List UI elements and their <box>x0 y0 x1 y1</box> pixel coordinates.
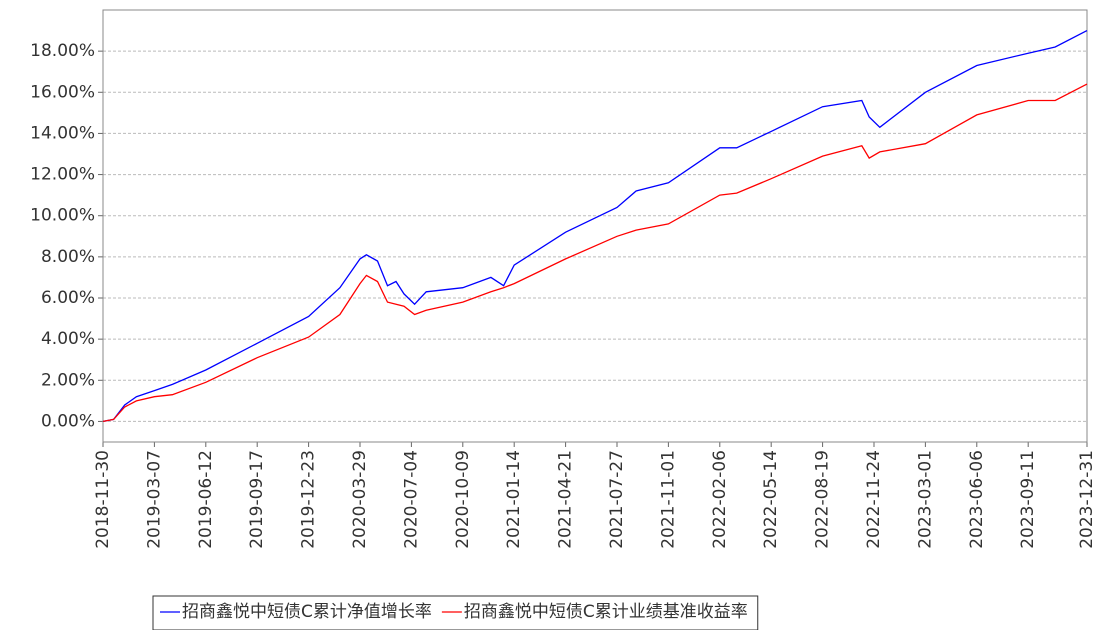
x-tick-label: 2020-10-09 <box>453 450 473 549</box>
x-tick-label: 2019-06-12 <box>196 450 216 549</box>
x-tick-label: 2019-12-23 <box>299 450 319 549</box>
y-tick-label: 12.00% <box>30 165 95 185</box>
legend-label: 招商鑫悦中短债C累计业绩基准收益率 <box>464 602 748 622</box>
y-tick-label: 6.00% <box>41 288 95 308</box>
series-line <box>102 30 1088 423</box>
plot-frame <box>102 9 1088 443</box>
series-line <box>102 83 1088 423</box>
y-tick-label: 2.00% <box>41 370 95 390</box>
x-tick-label: 2022-08-19 <box>813 450 833 549</box>
x-tick-label: 2020-03-29 <box>350 450 370 549</box>
legend-label: 招商鑫悦中短债C累计净值增长率 <box>182 602 432 622</box>
x-tick-label: 2021-04-21 <box>556 450 576 549</box>
y-tick-label: 0.00% <box>41 411 95 431</box>
y-tick-label: 10.00% <box>30 206 95 226</box>
y-tick-label: 16.00% <box>30 82 95 102</box>
x-tick-label: 2021-01-14 <box>504 450 524 549</box>
x-tick-label: 2022-11-24 <box>864 450 884 549</box>
y-tick-label: 4.00% <box>41 329 95 349</box>
x-tick-label: 2020-07-04 <box>401 450 421 549</box>
x-tick-label: 2022-05-14 <box>761 450 781 549</box>
x-tick-label: 2023-09-11 <box>1018 450 1038 549</box>
x-tick-label: 2018-11-30 <box>93 450 113 549</box>
x-tick-label: 2023-12-31 <box>1077 450 1097 549</box>
x-tick-label: 2021-11-01 <box>658 450 678 549</box>
y-tick-label: 18.00% <box>30 41 95 61</box>
x-tick-label: 2019-09-17 <box>247 450 267 549</box>
x-tick-label: 2019-03-07 <box>144 450 164 549</box>
x-tick-label: 2022-02-06 <box>710 450 730 549</box>
x-tick-label: 2023-03-01 <box>915 450 935 549</box>
x-tick-label: 2023-06-06 <box>967 450 987 549</box>
x-tick-label: 2021-07-27 <box>607 450 627 549</box>
y-tick-label: 8.00% <box>41 247 95 267</box>
legend-box <box>152 595 759 630</box>
y-tick-label: 14.00% <box>30 123 95 143</box>
